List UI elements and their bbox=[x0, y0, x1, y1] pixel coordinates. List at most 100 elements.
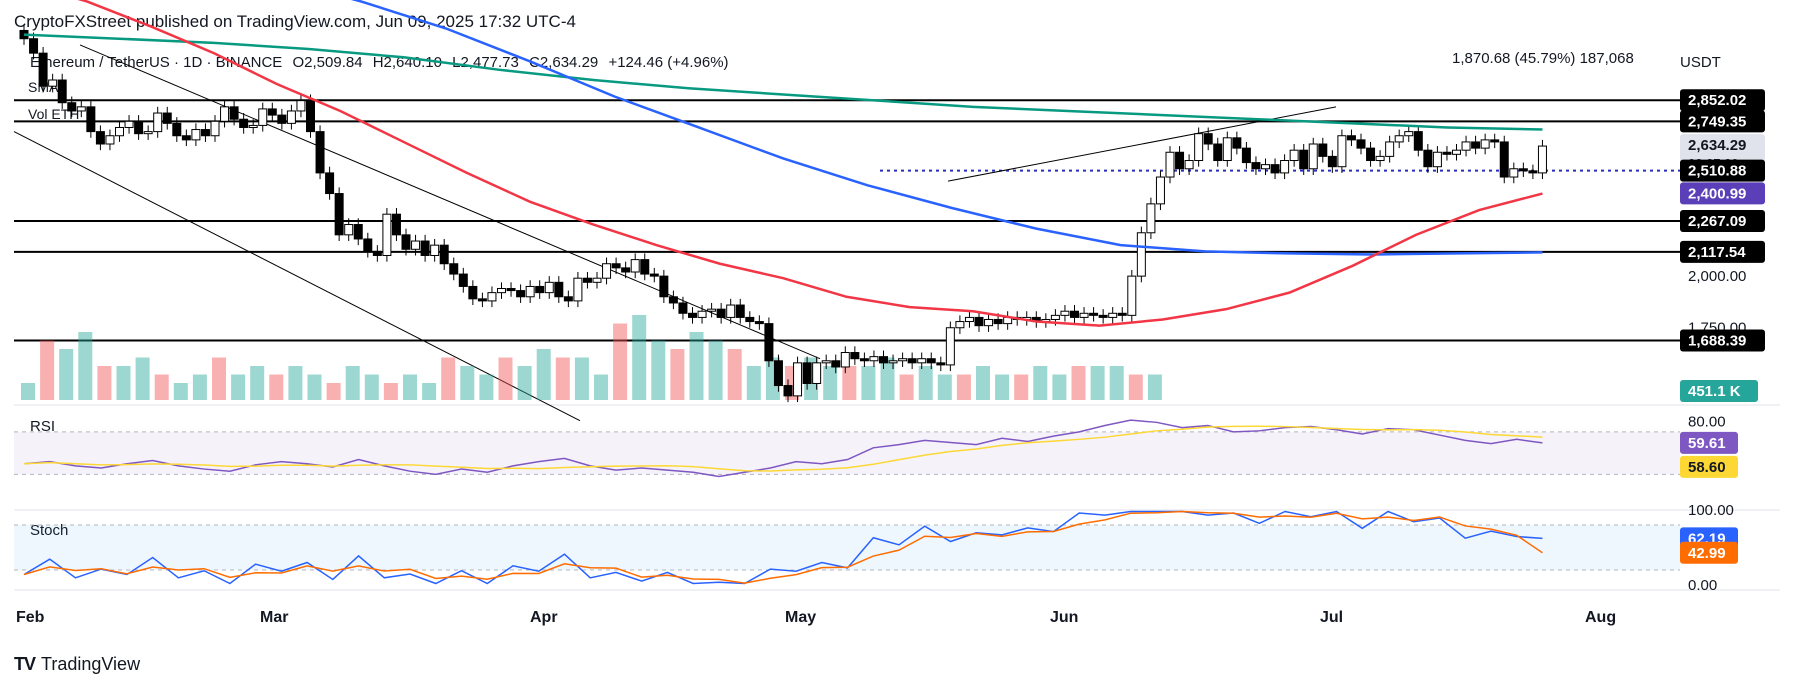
candle-body bbox=[1480, 139, 1490, 149]
candle-body bbox=[1528, 170, 1538, 174]
candle-body bbox=[659, 275, 669, 298]
volume-bar bbox=[116, 366, 131, 400]
volume-bar bbox=[498, 357, 513, 400]
volume-bar bbox=[918, 366, 933, 400]
symbol-name[interactable]: Ethereum / TetherUS · 1D · BINANCE bbox=[30, 54, 283, 71]
candle-body bbox=[936, 362, 946, 366]
candle-body bbox=[1117, 312, 1127, 316]
candle-body bbox=[38, 52, 48, 87]
volume-bar bbox=[708, 340, 723, 400]
candle-body bbox=[516, 290, 526, 298]
candle-body bbox=[200, 129, 210, 137]
candle-body bbox=[688, 312, 697, 318]
candle-body bbox=[917, 358, 927, 364]
candle-body bbox=[630, 259, 640, 273]
candle-body bbox=[134, 120, 144, 135]
candle-body bbox=[449, 263, 459, 275]
volume-marker-label: 451.1 K bbox=[1688, 383, 1741, 400]
candle-body bbox=[840, 352, 850, 368]
candle-body bbox=[802, 362, 812, 384]
candle-body bbox=[602, 263, 612, 279]
volume-bar bbox=[1128, 374, 1143, 400]
volume-bar bbox=[517, 366, 532, 400]
candle-body bbox=[535, 285, 545, 294]
price-marker-label: 2,267.09 bbox=[1688, 213, 1746, 230]
volume-bar bbox=[403, 374, 417, 400]
candle-body bbox=[640, 259, 650, 275]
volume-bar bbox=[40, 340, 55, 400]
time-axis-label: Mar bbox=[260, 609, 288, 626]
candle-body bbox=[1499, 141, 1509, 178]
volume-marker bbox=[1680, 380, 1758, 402]
volume-bar bbox=[651, 340, 666, 400]
volume-bar bbox=[97, 366, 112, 400]
candle-body bbox=[1155, 176, 1165, 205]
candle-body bbox=[458, 273, 468, 287]
volume-indicator-label[interactable]: Vol ETH bbox=[28, 106, 80, 122]
candle-body bbox=[353, 224, 363, 240]
volume-bar bbox=[1014, 374, 1029, 400]
candle-body bbox=[1098, 314, 1108, 318]
volume-bar bbox=[78, 332, 93, 400]
candle-body bbox=[945, 327, 955, 366]
stoch-pane-label[interactable]: Stoch bbox=[30, 522, 69, 539]
time-axis-label: Jul bbox=[1320, 609, 1343, 626]
candle-body bbox=[707, 308, 717, 312]
rsi-pane-label[interactable]: RSI bbox=[30, 418, 56, 435]
candle-body bbox=[544, 281, 554, 294]
candle-body bbox=[1366, 147, 1376, 162]
currency-label[interactable]: USDT bbox=[1680, 54, 1721, 71]
volume-bar bbox=[288, 366, 303, 400]
rsi-marker-label: 59.61 bbox=[1688, 435, 1726, 452]
candle-body bbox=[1394, 135, 1404, 143]
candle-body bbox=[1203, 133, 1213, 145]
candle-body bbox=[974, 316, 984, 327]
volume-bar bbox=[269, 374, 284, 400]
candle-body bbox=[850, 352, 860, 360]
candle-body bbox=[611, 263, 621, 269]
volume-bar bbox=[1090, 366, 1105, 400]
price-marker bbox=[1680, 240, 1765, 263]
candle-body bbox=[439, 244, 449, 265]
candle-body bbox=[582, 277, 592, 283]
candle-body bbox=[430, 244, 440, 256]
candle-body bbox=[1165, 151, 1175, 178]
range-stats: 1,870.68 (45.79%) 187,068 bbox=[1452, 50, 1634, 67]
candle-body bbox=[181, 135, 191, 141]
candle-body bbox=[621, 267, 631, 273]
candle-body bbox=[831, 360, 841, 368]
candle-body bbox=[1471, 141, 1481, 149]
candle-body bbox=[267, 108, 277, 116]
rsi-marker bbox=[1680, 431, 1738, 454]
candle-body bbox=[821, 360, 831, 364]
volume-bar bbox=[574, 357, 589, 400]
rsi-ma-marker bbox=[1680, 455, 1738, 478]
candle-body bbox=[592, 277, 602, 283]
candle-body bbox=[907, 358, 917, 364]
sma50-line bbox=[77, 0, 1543, 327]
candle-body bbox=[1518, 168, 1528, 172]
volume-bar bbox=[632, 315, 647, 400]
tradingview-branding: TV TradingView bbox=[14, 654, 140, 675]
tradingview-logo-icon: TV bbox=[14, 654, 36, 674]
candle-body bbox=[735, 304, 745, 318]
candle-body bbox=[573, 277, 583, 302]
time-axis-label: Jun bbox=[1050, 609, 1078, 626]
candle-body bbox=[554, 281, 564, 298]
price-tick-label: 2,000.00 bbox=[1688, 268, 1746, 285]
candle-body bbox=[1270, 164, 1280, 174]
candle-body bbox=[344, 224, 354, 236]
candle-body bbox=[1127, 275, 1137, 316]
candle-body bbox=[649, 273, 659, 277]
candle-body bbox=[1327, 155, 1337, 168]
candle-body bbox=[812, 362, 822, 384]
candle-body bbox=[563, 296, 573, 302]
price-marker-label: 2,117.54 bbox=[1688, 244, 1746, 261]
candle-body bbox=[239, 118, 249, 128]
candle-body bbox=[1194, 133, 1204, 162]
candle-body bbox=[162, 112, 172, 124]
volume-bar bbox=[135, 357, 150, 400]
candle-body bbox=[1108, 312, 1118, 318]
candle-body bbox=[487, 292, 497, 302]
